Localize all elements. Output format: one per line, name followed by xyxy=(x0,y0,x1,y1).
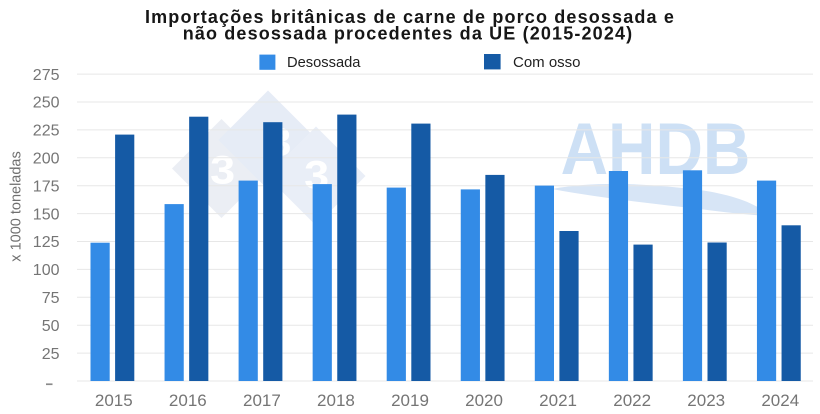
svg-text:3: 3 xyxy=(210,148,235,192)
svg-text:275: 275 xyxy=(33,67,60,84)
svg-text:Com osso: Com osso xyxy=(513,54,581,71)
svg-text:Importações britânicas de carn: Importações britânicas de carne de porco… xyxy=(145,7,675,27)
svg-text:250: 250 xyxy=(33,95,60,112)
svg-text:225: 225 xyxy=(33,123,60,140)
svg-text:2020: 2020 xyxy=(465,391,503,410)
svg-text:75: 75 xyxy=(42,290,60,307)
svg-text:25: 25 xyxy=(42,346,60,363)
svg-text:Desossada: Desossada xyxy=(287,55,361,71)
svg-text:200: 200 xyxy=(33,151,60,168)
svg-text:AHDB: AHDB xyxy=(561,108,751,190)
svg-text:2019: 2019 xyxy=(391,391,429,410)
svg-text:não desossada procedentes da U: não desossada procedentes da UE (2015-20… xyxy=(183,24,634,44)
svg-text:x 1000 toneladas: x 1000 toneladas xyxy=(8,151,24,261)
svg-text:50: 50 xyxy=(42,318,60,335)
svg-text:2017: 2017 xyxy=(243,391,281,410)
svg-text:2015: 2015 xyxy=(95,391,133,410)
svg-text:2021: 2021 xyxy=(539,391,577,410)
svg-text:2016: 2016 xyxy=(169,391,207,410)
svg-text:2024: 2024 xyxy=(761,391,799,410)
svg-text:2023: 2023 xyxy=(687,391,725,410)
svg-text:2022: 2022 xyxy=(613,391,651,410)
svg-text:175: 175 xyxy=(33,178,60,195)
svg-text:150: 150 xyxy=(33,206,60,223)
svg-text:125: 125 xyxy=(33,234,60,251)
svg-text:100: 100 xyxy=(33,262,60,279)
svg-text:2018: 2018 xyxy=(317,391,355,410)
